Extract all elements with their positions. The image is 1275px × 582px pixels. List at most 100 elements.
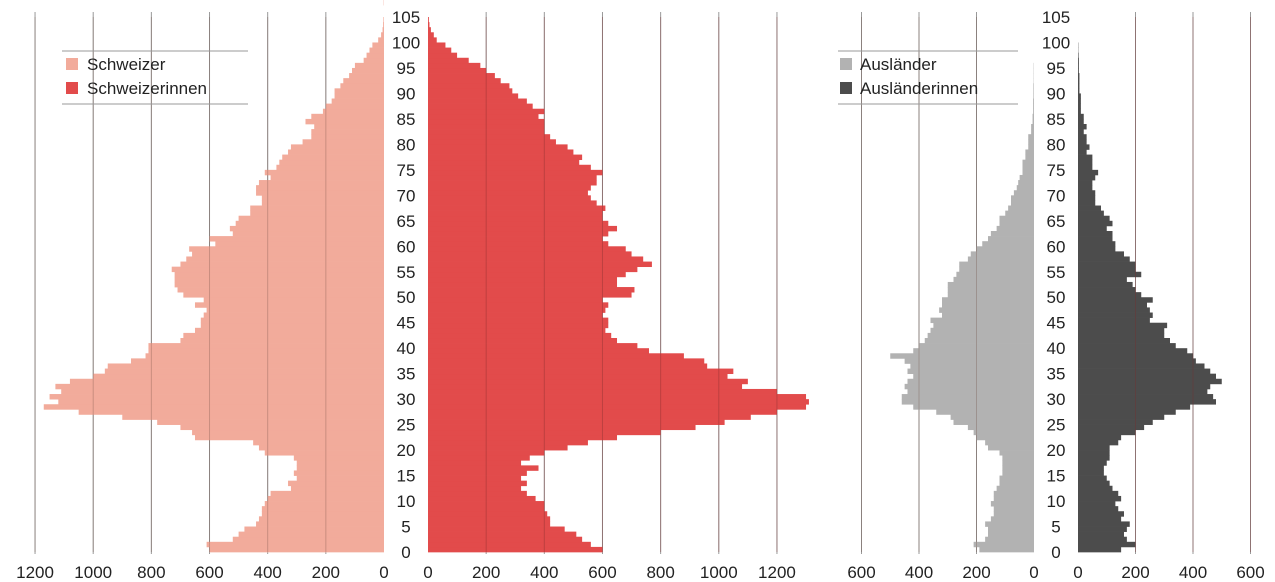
bar-swiss-left-age-82 — [311, 129, 384, 135]
bar-foreign-right-age-22 — [1078, 434, 1122, 441]
bar-swiss-right-age-92 — [428, 78, 501, 84]
bar-swiss-right-age-60 — [428, 241, 609, 247]
bar-foreign-right-age-17 — [1078, 460, 1107, 466]
bar-foreign-left-age-37 — [904, 358, 1034, 364]
bar-foreign-right-age-90 — [1078, 88, 1080, 94]
bar-foreign-right-age-97 — [1078, 52, 1079, 59]
bar-foreign-left-age-60 — [982, 241, 1034, 247]
bar-foreign-right-age-74 — [1078, 169, 1099, 176]
bar-foreign-right-age-71 — [1078, 185, 1093, 191]
bar-swiss-right-age-6 — [428, 516, 551, 522]
foreign-legend: Ausländer Ausländerinnen — [838, 50, 1018, 105]
bar-foreign-left-age-49 — [942, 297, 1034, 303]
bar-swiss-left-age-9 — [264, 501, 384, 507]
bar-foreign-right-age-61 — [1078, 236, 1113, 242]
bar-swiss-left-age-71 — [256, 185, 384, 191]
bar-swiss-left-age-52 — [174, 281, 384, 288]
bar-foreign-right-age-8 — [1078, 506, 1119, 512]
bar-swiss-right-age-86 — [428, 108, 545, 115]
age-tick-label: 100 — [392, 33, 420, 52]
x-tick-label: 200 — [312, 563, 340, 582]
x-tick-label: 400 — [253, 563, 281, 582]
bar-foreign-left-age-36 — [910, 363, 1034, 369]
x-tick-label: 1200 — [758, 563, 796, 582]
bar-swiss-right-age-43 — [428, 327, 606, 334]
bar-foreign-right-age-12 — [1078, 485, 1113, 492]
bar-foreign-left-age-34 — [913, 373, 1034, 380]
age-tick-label: 25 — [397, 416, 416, 435]
bar-swiss-left-age-54 — [174, 271, 384, 278]
bar-swiss-right-age-44 — [428, 322, 609, 329]
bar-foreign-right-age-46 — [1078, 312, 1153, 318]
bar-foreign-left-age-32 — [904, 383, 1034, 390]
bar-swiss-left-age-18 — [293, 455, 384, 461]
bar-swiss-right-age-82 — [428, 129, 545, 135]
bar-swiss-left-age-84 — [305, 118, 384, 125]
bar-swiss-right-age-40 — [428, 343, 638, 349]
bar-swiss-left-age-55 — [171, 266, 384, 273]
bar-swiss-right-age-87 — [428, 103, 533, 110]
foreign-grid — [861, 12, 1251, 554]
bar-foreign-left-age-14 — [999, 475, 1034, 482]
bar-foreign-left-age-79 — [1028, 144, 1034, 150]
age-tick-label: 80 — [1047, 135, 1066, 154]
bar-foreign-right-age-28 — [1078, 404, 1191, 410]
bar-foreign-left-age-84 — [1032, 118, 1034, 125]
swiss-bars — [34, 0, 809, 553]
bar-swiss-left-age-26 — [122, 414, 384, 420]
x-tick-label: 200 — [472, 563, 500, 582]
bar-foreign-right-age-36 — [1078, 363, 1205, 369]
legend-label-auslaenderinnen: Ausländerinnen — [860, 79, 978, 98]
bar-foreign-right-age-34 — [1078, 373, 1216, 380]
bar-foreign-left-age-71 — [1016, 185, 1034, 191]
bar-swiss-left-age-13 — [288, 480, 384, 487]
x-tick-label: 200 — [962, 563, 990, 582]
bar-swiss-right-age-13 — [428, 480, 527, 487]
bar-swiss-right-age-94 — [428, 67, 487, 74]
bar-swiss-left-age-95 — [354, 62, 384, 69]
bar-swiss-right-age-9 — [428, 501, 545, 507]
age-tick-label: 65 — [1047, 212, 1066, 231]
bar-foreign-right-age-25 — [1078, 419, 1153, 425]
x-tick-label: 400 — [530, 563, 558, 582]
bar-swiss-right-age-76 — [428, 159, 580, 166]
x-tick-label: 1000 — [74, 563, 112, 582]
bar-foreign-right-age-3 — [1078, 531, 1124, 538]
bar-foreign-right-age-64 — [1078, 220, 1113, 227]
bar-foreign-right-age-57 — [1078, 256, 1130, 262]
bar-swiss-right-age-19 — [428, 450, 545, 456]
bar-foreign-right-age-51 — [1078, 287, 1136, 293]
bar-swiss-right-age-41 — [428, 338, 618, 344]
bar-foreign-right-age-1 — [1078, 541, 1136, 548]
bar-foreign-left-age-69 — [1011, 195, 1034, 201]
bar-swiss-left-age-93 — [349, 73, 384, 79]
bar-foreign-right-age-73 — [1078, 174, 1096, 181]
bar-foreign-right-age-26 — [1078, 414, 1165, 420]
bar-foreign-left-age-20 — [988, 445, 1034, 451]
bar-foreign-left-age-10 — [993, 495, 1034, 502]
bar-swiss-left-age-36 — [107, 363, 385, 369]
bar-foreign-right-age-37 — [1078, 358, 1196, 364]
bar-foreign-right-age-52 — [1078, 281, 1133, 288]
bar-foreign-right-age-4 — [1078, 526, 1127, 532]
bar-swiss-left-age-85 — [311, 113, 384, 120]
bar-swiss-left-age-60 — [215, 241, 384, 247]
bar-foreign-left-age-80 — [1028, 139, 1034, 145]
age-tick-label: 95 — [397, 59, 416, 78]
bar-foreign-left-age-78 — [1025, 149, 1034, 155]
age-tick-label: 25 — [1047, 416, 1066, 435]
bar-foreign-right-age-79 — [1078, 144, 1090, 150]
age-tick-label: 90 — [1047, 84, 1066, 103]
bar-foreign-left-age-29 — [901, 399, 1034, 405]
legend-label-schweizer: Schweizer — [87, 55, 166, 74]
bar-foreign-left-age-62 — [990, 231, 1034, 237]
age-tick-label: 85 — [397, 110, 416, 129]
bar-swiss-right-age-97 — [428, 52, 458, 59]
age-tick-label: 5 — [401, 518, 410, 537]
bar-foreign-left-age-23 — [973, 429, 1034, 436]
bar-swiss-left-age-31 — [61, 388, 384, 395]
bar-swiss-right-age-26 — [428, 414, 751, 420]
bar-foreign-right-age-40 — [1078, 343, 1176, 349]
age-tick-label: 80 — [397, 135, 416, 154]
